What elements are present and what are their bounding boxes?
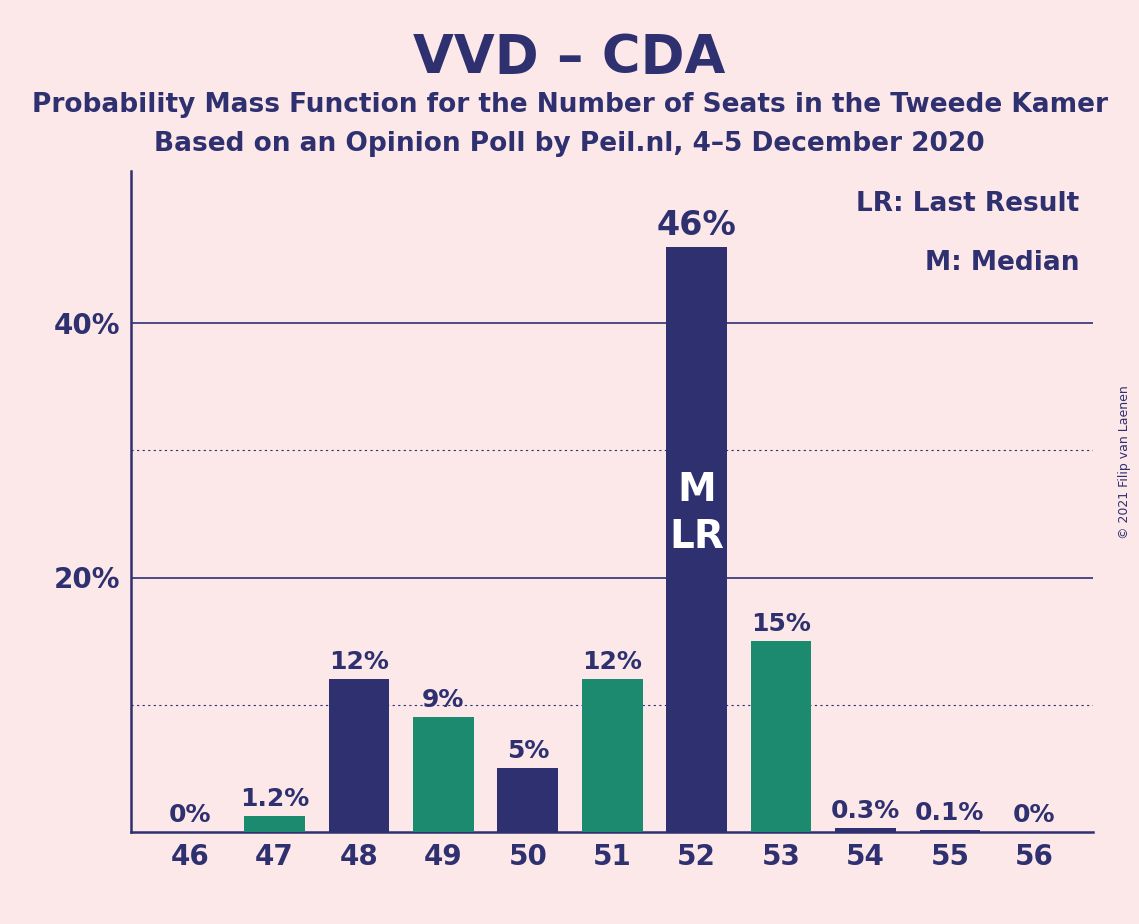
Text: M
LR: M LR: [670, 471, 724, 556]
Bar: [835, 828, 896, 832]
Text: © 2021 Filip van Laenen: © 2021 Filip van Laenen: [1118, 385, 1131, 539]
Text: VVD – CDA: VVD – CDA: [413, 32, 726, 84]
Text: M: Median: M: Median: [925, 250, 1079, 276]
Text: Probability Mass Function for the Number of Seats in the Tweede Kamer: Probability Mass Function for the Number…: [32, 92, 1107, 118]
Bar: [919, 831, 981, 832]
Bar: [751, 641, 811, 832]
Bar: [413, 717, 474, 832]
Bar: [244, 817, 305, 832]
Bar: [328, 679, 390, 832]
Bar: [582, 679, 642, 832]
Text: 0%: 0%: [1013, 803, 1056, 826]
Text: 0.3%: 0.3%: [830, 798, 900, 822]
Text: 5%: 5%: [507, 739, 549, 763]
Text: 1.2%: 1.2%: [240, 787, 309, 811]
Text: LR: Last Result: LR: Last Result: [855, 190, 1079, 217]
Text: 0%: 0%: [169, 803, 212, 826]
Text: 12%: 12%: [329, 650, 388, 675]
Text: Based on an Opinion Poll by Peil.nl, 4–5 December 2020: Based on an Opinion Poll by Peil.nl, 4–5…: [154, 131, 985, 157]
Bar: [498, 768, 558, 832]
Bar: [666, 248, 727, 832]
Text: 9%: 9%: [423, 688, 465, 712]
Text: 46%: 46%: [657, 209, 737, 242]
Text: 15%: 15%: [751, 612, 811, 636]
Text: 0.1%: 0.1%: [916, 801, 984, 825]
Text: 12%: 12%: [582, 650, 642, 675]
